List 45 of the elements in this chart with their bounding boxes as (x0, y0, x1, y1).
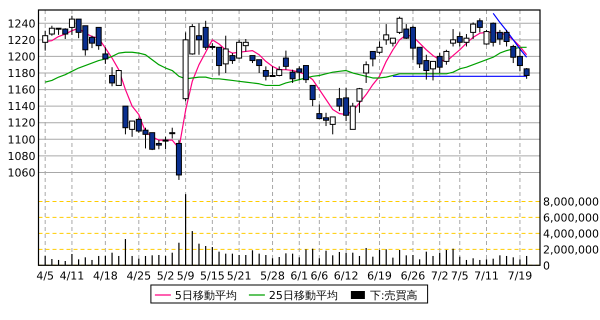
y-tick-label: 1100 (8, 133, 36, 146)
candlestick (102, 46, 108, 64)
x-tick-label: 7/5 (450, 269, 469, 282)
y-tick-label: 1160 (8, 84, 36, 97)
y-tick-label: 1120 (8, 116, 36, 130)
y-tick-label: 1180 (8, 66, 36, 80)
y-tick-label: 1220 (8, 34, 36, 47)
x-tick-label: 5/2 (156, 269, 174, 282)
y2-tick-label: 0 (543, 259, 550, 272)
x-tick-label: 6/26 (400, 269, 426, 282)
candlestick (524, 68, 530, 80)
y-tick-label: 1140 (8, 100, 36, 114)
y2-tick-label: 6,000,000 (543, 211, 599, 224)
x-tick-label: 5/15 (200, 269, 225, 282)
x-tick-label: 4/11 (60, 269, 84, 282)
candlestick (169, 127, 176, 139)
y-tick-label: 1060 (8, 166, 36, 180)
x-tick-label: 6/6 (310, 269, 328, 282)
legend-label: 25日移動平均 (268, 289, 338, 302)
x-tick-label: 4/18 (93, 269, 118, 282)
x-tick-label: 5/28 (260, 269, 285, 282)
candlestick (363, 60, 370, 84)
candlestick (282, 50, 289, 70)
legend-label: 下:売買高 (370, 289, 418, 302)
x-tick-label: 5/21 (226, 269, 252, 282)
x-tick-label: 4/5 (36, 269, 54, 282)
candlestick (42, 30, 48, 52)
x-tick-label: 7/11 (474, 269, 499, 282)
x-tick-label: 6/12 (334, 269, 358, 282)
x-tick-label: 7/2 (430, 269, 449, 282)
candlestick (310, 84, 316, 107)
y-tick-label: 1240 (8, 17, 36, 30)
candlestick (162, 136, 169, 150)
y-tick-label: 1200 (8, 50, 36, 64)
x-tick-label: 7/19 (508, 269, 532, 282)
candlestick (356, 87, 362, 114)
x-tick-label: 5/9 (176, 269, 194, 282)
legend-label: 5日移動平均 (174, 289, 237, 302)
y2-tick-label: 2,000,000 (543, 243, 599, 256)
y2-tick-label: 4,000,000 (543, 227, 599, 240)
y-tick-label: 1080 (8, 150, 36, 163)
y2-tick-label: 8,000,000 (543, 195, 599, 208)
x-tick-label: 6/19 (367, 269, 392, 282)
x-tick-label: 6/1 (290, 269, 308, 282)
x-tick-label: 4/25 (126, 269, 152, 282)
